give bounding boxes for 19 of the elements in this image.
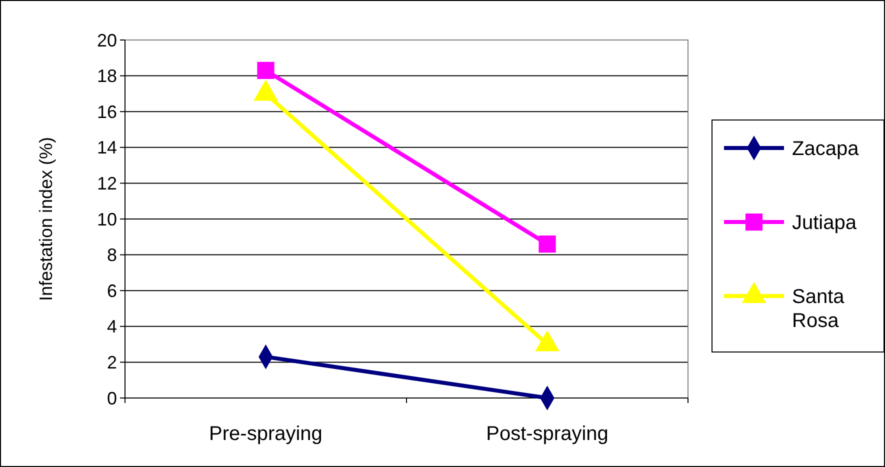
x-tick-label: Post-spraying	[486, 423, 608, 445]
y-tick-label: 8	[106, 245, 117, 266]
point	[538, 236, 556, 253]
y-tick-label: 14	[96, 138, 117, 158]
point	[257, 62, 274, 79]
y-tick-label: 12	[96, 174, 117, 194]
legend-label: Santa Rosa	[792, 286, 846, 332]
y-tick-label: 18	[96, 66, 117, 86]
y-tick-label: 10	[96, 209, 117, 230]
y-tick-label: 20	[96, 30, 117, 50]
legend-label: Jutiapa	[792, 212, 858, 234]
y-tick-label: 2	[106, 352, 117, 372]
y-tick-label: 16	[96, 102, 117, 122]
y-axis-title: Infestation index (%)	[36, 136, 56, 302]
y-tick-label: 0	[106, 388, 117, 408]
y-tick-label: 4	[106, 316, 117, 337]
y-tick-label: 6	[106, 280, 117, 301]
x-tick-label: Pre-spraying	[209, 423, 322, 445]
legend-label: Zacapa	[792, 138, 860, 160]
